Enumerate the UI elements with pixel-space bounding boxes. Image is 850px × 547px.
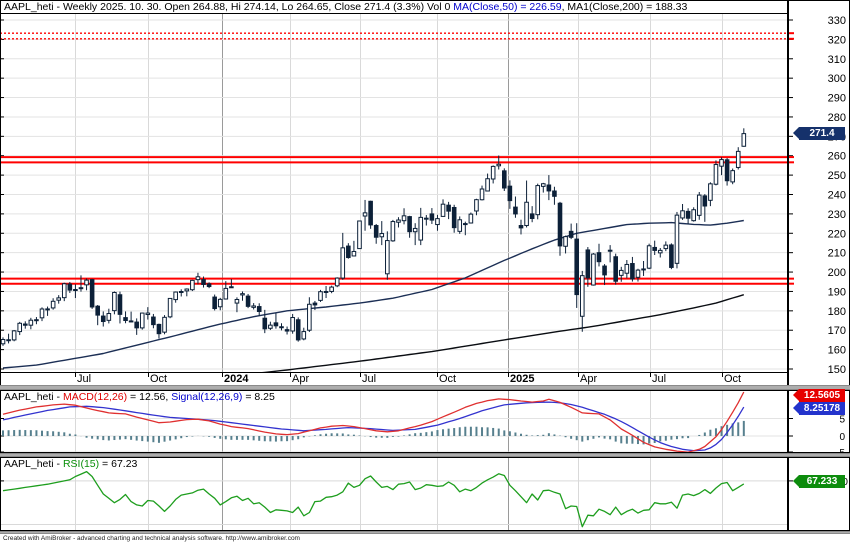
svg-text:280: 280 — [828, 112, 846, 124]
svg-text:290: 290 — [828, 93, 846, 105]
rsi-title-symbol: AAPL_heti - — [4, 458, 63, 470]
rsi-title-label: RSI(15) — [62, 458, 100, 470]
x-axis-label: Apr — [580, 373, 598, 385]
svg-text:170: 170 — [828, 325, 846, 337]
x-axis-label: Jul — [77, 373, 92, 385]
svg-text:180: 180 — [828, 306, 846, 318]
svg-text:230: 230 — [828, 209, 846, 221]
price-pane-title: AAPL_heti - Weekly 2025. 10. 30. Open 26… — [4, 1, 687, 13]
macd-title-symbol: AAPL_heti - — [4, 391, 63, 403]
x-axis[interactable]: Jul Oct 2024 Apr Jul Oct 2025 Apr Jul Oct — [0, 373, 788, 386]
rsi-pane: 70 — [0, 470, 848, 528]
panel-splitter-3[interactable] — [0, 531, 850, 534]
price-title-ohlc: AAPL_heti - Weekly 2025. 10. 30. Open 26… — [4, 1, 454, 13]
svg-text:300: 300 — [828, 73, 846, 85]
svg-text:0: 0 — [839, 432, 845, 443]
macd-value-badge: 12.5605 — [793, 389, 845, 402]
macd-title-value: = 12.56, — [127, 391, 172, 403]
macd-title-signal-value: = 8.25 — [242, 391, 275, 403]
svg-text:220: 220 — [828, 228, 846, 240]
x-axis-label: 2024 — [224, 373, 249, 385]
svg-text:210: 210 — [828, 248, 846, 260]
svg-text:260: 260 — [828, 151, 846, 163]
candles — [1, 128, 747, 346]
rsi-value-badge: 67.233 — [793, 475, 845, 488]
amibroker-credit: Created with AmiBroker - advanced charti… — [3, 535, 300, 542]
rsi-title-value: = 67.23 — [99, 458, 138, 470]
price-title-ma50-label: MA(Close,50) = 226.59 — [453, 1, 562, 13]
x-axis-label: Oct — [439, 373, 457, 385]
vertical-gridlines — [75, 14, 723, 530]
price-title-ma200-label: , MA1(Close,200) = 188.33 — [561, 1, 688, 13]
svg-text:310: 310 — [828, 54, 846, 66]
price-levels — [1, 32, 787, 285]
macd-title-signal-label: Signal(12,26,9) — [171, 391, 243, 403]
x-axis-label: Oct — [724, 373, 742, 385]
macd-plot — [2, 391, 745, 452]
svg-text:190: 190 — [828, 286, 846, 298]
last-price-badge: 271.4 — [793, 127, 845, 140]
rsi-pane-title: AAPL_heti - RSI(15) = 67.23 — [4, 458, 137, 470]
x-axis-label: Jul — [652, 373, 667, 385]
svg-text:5: 5 — [839, 415, 845, 426]
svg-text:240: 240 — [828, 190, 846, 202]
x-axis-label: Oct — [150, 373, 168, 385]
macd-title-macd-label: MACD(12,26) — [62, 391, 128, 403]
svg-text:200: 200 — [828, 267, 846, 279]
x-axis-label: Apr — [292, 373, 310, 385]
x-axis-label: 2025 — [510, 373, 535, 385]
svg-text:250: 250 — [828, 170, 846, 182]
panel-splitter-2[interactable] — [0, 453, 850, 457]
x-axis-label: Jul — [362, 373, 377, 385]
panel-splitter-1[interactable] — [0, 385, 850, 390]
svg-text:330: 330 — [828, 15, 846, 27]
macd-pane-title: AAPL_heti - MACD(12,26) = 12.56, Signal(… — [4, 391, 275, 403]
svg-text:320: 320 — [828, 34, 846, 46]
rsi-plot — [2, 470, 745, 528]
moving-averages — [2, 219, 745, 372]
signal-value-badge: 8.25178 — [793, 402, 845, 415]
svg-text:150: 150 — [828, 364, 846, 376]
svg-text:160: 160 — [828, 345, 846, 357]
price-grid-and-axis: 1501601701801902002102202302402502602702… — [0, 15, 846, 376]
